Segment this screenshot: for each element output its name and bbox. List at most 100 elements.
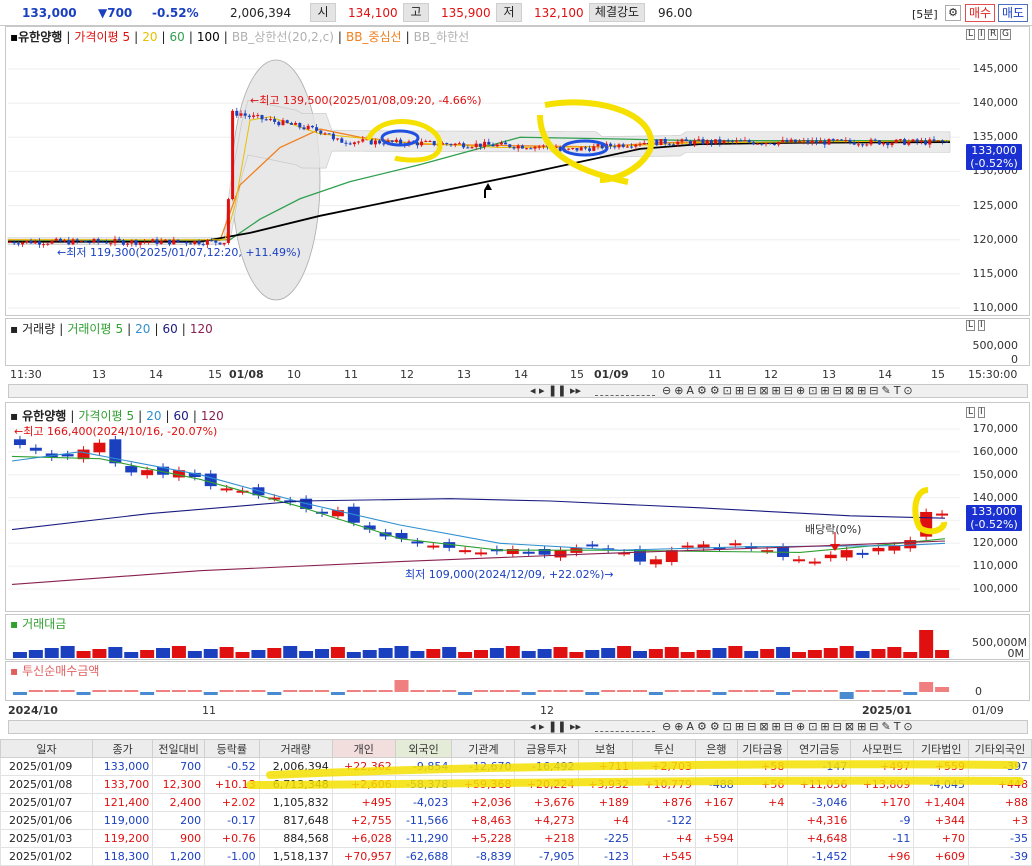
amount-bar — [378, 648, 393, 658]
daily-scale-i[interactable]: I — [978, 407, 985, 418]
candle-body — [226, 199, 230, 243]
daily-ma60: 60 — [173, 409, 189, 423]
candle-body — [835, 139, 839, 141]
column-header[interactable]: 기타금융 — [736, 739, 789, 758]
candle-body — [714, 139, 718, 144]
scale-toggle-r[interactable]: R — [988, 29, 999, 40]
candle-body — [945, 141, 949, 143]
scale-toggle-g[interactable]: G — [1000, 29, 1011, 40]
candle-body — [340, 138, 344, 143]
daily-scale-l[interactable]: L — [966, 407, 976, 418]
amount-bar — [601, 648, 616, 658]
candle-body — [621, 144, 625, 147]
candle-body — [88, 242, 92, 244]
column-header[interactable]: 등락률 — [204, 739, 260, 758]
candle-body — [491, 144, 495, 147]
candle-body — [522, 551, 535, 554]
sell-button[interactable]: 매도 — [998, 4, 1028, 22]
candle-body — [394, 139, 398, 142]
table-cell: -62,688 — [394, 847, 453, 866]
column-header[interactable]: 금융투자 — [514, 739, 579, 758]
candle-body — [761, 550, 774, 553]
trust-bar — [776, 692, 791, 695]
table-row[interactable]: 2025/01/03 119,200 900 +0.76 884,568 +6,028 -1… — [0, 829, 1032, 848]
column-header[interactable]: 연기금등 — [787, 739, 852, 758]
trust-bar — [283, 690, 298, 692]
candle-body — [583, 147, 587, 149]
trust-bar — [346, 690, 361, 692]
candle-body — [495, 144, 499, 147]
candle-body — [655, 139, 659, 146]
daily-chart-tools[interactable]: ⊖⊕A⚙⚙⊡⊞⊟⊠⊞⊟⊕⊡⊞⊟⊠⊞⊟✎T⊙ — [662, 720, 916, 733]
candle-body — [247, 115, 251, 117]
candle-body — [911, 139, 915, 142]
column-header[interactable]: 외국인 — [394, 739, 453, 758]
candle-body — [252, 115, 256, 117]
zoom-slider[interactable] — [595, 386, 655, 396]
column-header[interactable]: 종가 — [91, 739, 154, 758]
trust-bar — [935, 687, 950, 692]
table-cell: +344 — [913, 811, 969, 830]
trust-bar — [60, 690, 75, 692]
intraday-price-tick-5: 120,000 — [972, 232, 1019, 246]
volume-scale-l[interactable]: L — [966, 320, 976, 331]
amount-bar — [935, 650, 950, 658]
amount-bar — [330, 647, 345, 658]
time-label: 11:30 — [10, 368, 42, 381]
amount-bar — [346, 652, 361, 658]
candle-body — [58, 238, 62, 242]
amount-bar — [632, 651, 647, 658]
column-header[interactable]: 기관계 — [451, 739, 516, 758]
up-arrow-icon — [484, 183, 492, 190]
candle-body — [533, 146, 537, 149]
candle-body — [285, 120, 289, 123]
column-header[interactable]: 보험 — [577, 739, 634, 758]
candle-body — [764, 143, 768, 145]
daily-zoom-slider[interactable] — [595, 722, 655, 732]
candle-body — [806, 140, 810, 143]
buy-button[interactable]: 매수 — [965, 4, 995, 22]
price-change: ▼700 — [98, 6, 133, 20]
candle-body — [475, 552, 487, 555]
candle-body — [751, 142, 755, 145]
table-cell: 1,200 — [152, 847, 206, 866]
dividend-note: 배당락(0%) — [805, 523, 862, 536]
column-header[interactable]: 사모펀드 — [850, 739, 915, 758]
candle-body — [138, 242, 142, 245]
intraday-scrollbar[interactable] — [8, 384, 1028, 398]
column-header[interactable]: 일자 — [0, 739, 93, 758]
candle-body — [420, 141, 424, 146]
candle-body — [575, 148, 579, 151]
trust-bar — [378, 690, 393, 692]
table-row[interactable]: 2025/01/06 119,000 200 -0.17 817,648 +2,755 -1… — [0, 811, 1032, 830]
daily-scroll-controls[interactable]: ◂ ▸ ❚❚ ▸▸ — [530, 720, 582, 733]
volume-scale-i[interactable]: I — [978, 320, 985, 331]
gear-icon[interactable]: ⚙ — [945, 5, 961, 21]
candle-body — [159, 240, 163, 244]
candle-body — [735, 140, 739, 142]
scroll-controls[interactable]: ◂ ▸ ❚❚ ▸▸ — [530, 384, 582, 397]
chart-tools[interactable]: ⊖⊕A⚙⚙⊡⊞⊟⊠⊞⊟⊕⊡⊞⊟⊠⊞⊟✎T⊙ — [662, 384, 916, 397]
candle-body — [336, 138, 340, 140]
legend-ma20: 20 — [142, 30, 158, 44]
scale-toggle-l[interactable]: L — [966, 29, 976, 40]
intraday-price-tick-7: 110,000 — [972, 301, 1019, 314]
trust-bar — [839, 692, 854, 699]
column-header[interactable]: 거래량 — [258, 739, 333, 758]
daily-scrollbar[interactable] — [8, 720, 1028, 734]
table-row[interactable]: 2025/01/07 121,400 2,400 +2.02 1,105,832 +495… — [0, 793, 1032, 812]
candle-body — [932, 139, 936, 141]
trust-bar — [474, 690, 488, 692]
table-cell: -123 — [577, 847, 634, 866]
column-header[interactable]: 기타법인 — [913, 739, 969, 758]
column-header[interactable]: 전일대비 — [152, 739, 206, 758]
scale-toggle-i[interactable]: I — [978, 29, 985, 40]
column-header[interactable]: 투신 — [632, 739, 697, 758]
interval-selector[interactable]: [5분] — [912, 8, 938, 21]
table-row[interactable]: 2025/01/02 118,300 1,200 -1.00 1,518,137 +70,… — [0, 847, 1032, 866]
amount-bar — [299, 651, 314, 658]
daily-stock-name: 유한양행 — [22, 409, 67, 423]
candle-body — [919, 140, 923, 143]
candle-body — [220, 488, 233, 491]
candle-body — [483, 141, 487, 147]
